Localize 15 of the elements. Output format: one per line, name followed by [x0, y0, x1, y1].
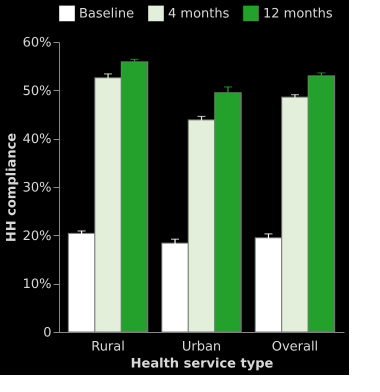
legend-label: 12 months	[263, 6, 333, 22]
y-tick-label: 30%	[22, 180, 52, 196]
y-tick-label: 50%	[22, 84, 52, 99]
x-axis-title: Health service type	[130, 356, 274, 372]
y-tick-label: 60%	[22, 36, 52, 50]
y-tick-label: 0	[43, 326, 52, 340]
x-tick-label: Overall	[272, 340, 318, 354]
legend-label: Baseline	[79, 6, 134, 22]
x-tick-label: Rural	[91, 340, 125, 354]
y-tick-label: 20%	[22, 228, 52, 244]
y-axis-title: HH compliance	[4, 132, 20, 242]
y-tick-label: 10%	[22, 277, 52, 292]
y-tick-label: 40%	[22, 132, 52, 148]
legend-label: 4 months	[168, 6, 230, 22]
x-tick-label: Urban	[182, 340, 222, 354]
